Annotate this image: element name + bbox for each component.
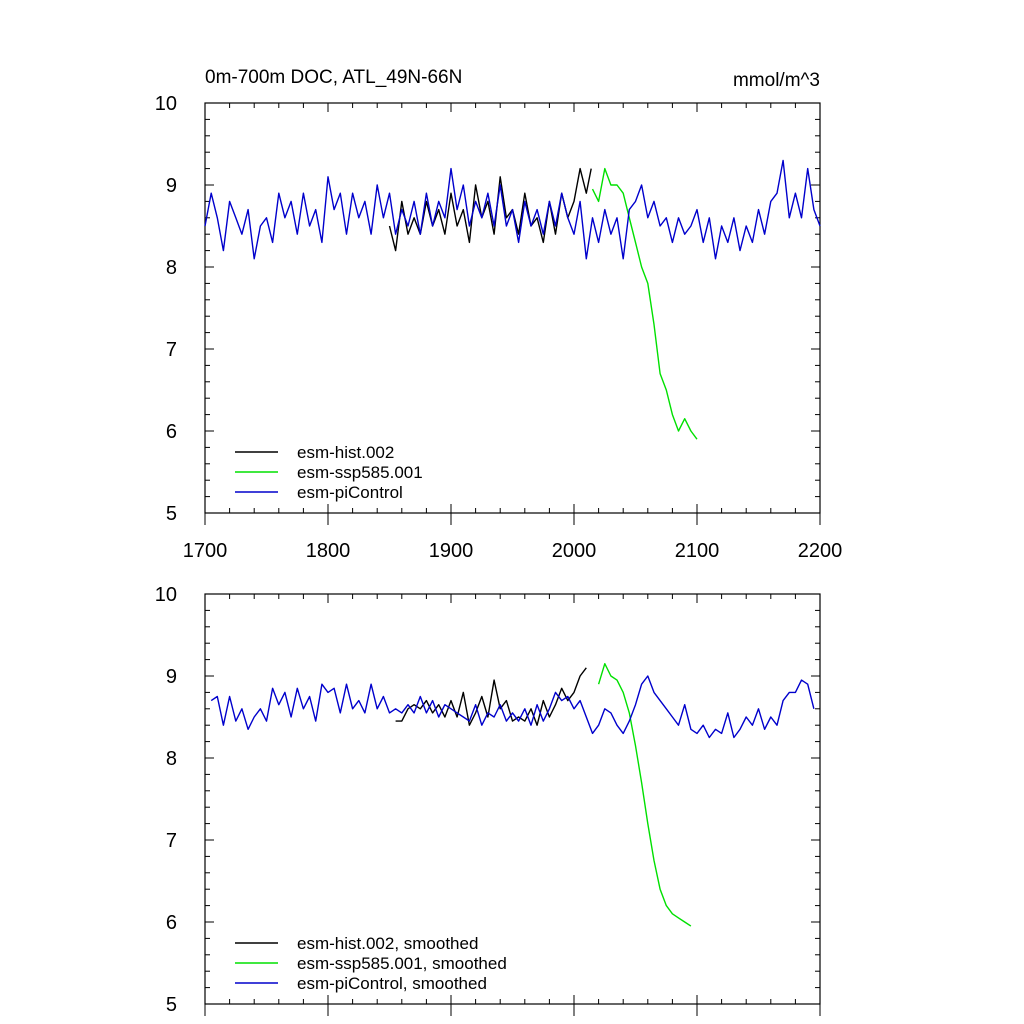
x-tick-label: 2200 (798, 540, 843, 562)
chart-panel-top: 0m-700m DOC, ATL_49N-66N mmol/m^3 5 6 7 8 9 1… (155, 67, 843, 562)
series-line-2 (591, 167, 698, 440)
y-tick-label: 5 (166, 503, 177, 525)
y-tick-label: 8 (166, 748, 177, 770)
chart-units-label: mmol/m^3 (733, 70, 820, 91)
y-tick-label: 6 (166, 421, 177, 443)
y-tick-label: 9 (166, 666, 177, 688)
y-tick-label: 6 (166, 912, 177, 934)
x-tick-label: 1900 (429, 540, 474, 562)
legend-label: esm-piControl, smoothed (297, 974, 487, 993)
series-line-3 (204, 159, 821, 260)
series-line-3 (210, 675, 815, 739)
y-tick-label: 9 (166, 175, 177, 197)
y-tick-label: 10 (155, 93, 177, 115)
y-tick-label: 7 (166, 339, 177, 361)
y-tick-label: 7 (166, 830, 177, 852)
plot-frame (204, 593, 821, 1005)
x-tick-label: 1800 (306, 540, 351, 562)
series-line-1 (395, 667, 587, 726)
chart-panel-bottom: 5 6 7 8 9 10 esm-hist.002, smoothedesm-ssp585.… (155, 584, 821, 1016)
y-tick-label: 5 (166, 994, 177, 1016)
x-tick-label: 2000 (552, 540, 597, 562)
plot-frame (204, 102, 821, 514)
series-line-2 (597, 663, 692, 927)
legend-label: esm-ssp585.001, smoothed (297, 954, 507, 973)
legend-label: esm-hist.002, smoothed (297, 934, 478, 953)
x-tick-label: 2100 (675, 540, 720, 562)
chart-title: 0m-700m DOC, ATL_49N-66N (205, 67, 462, 88)
legend-label: esm-piControl (297, 483, 403, 502)
legend-label: esm-hist.002 (297, 443, 394, 462)
legend-label: esm-ssp585.001 (297, 463, 423, 482)
y-tick-label: 8 (166, 257, 177, 279)
x-tick-label: 1700 (183, 540, 228, 562)
y-tick-label: 10 (155, 584, 177, 606)
